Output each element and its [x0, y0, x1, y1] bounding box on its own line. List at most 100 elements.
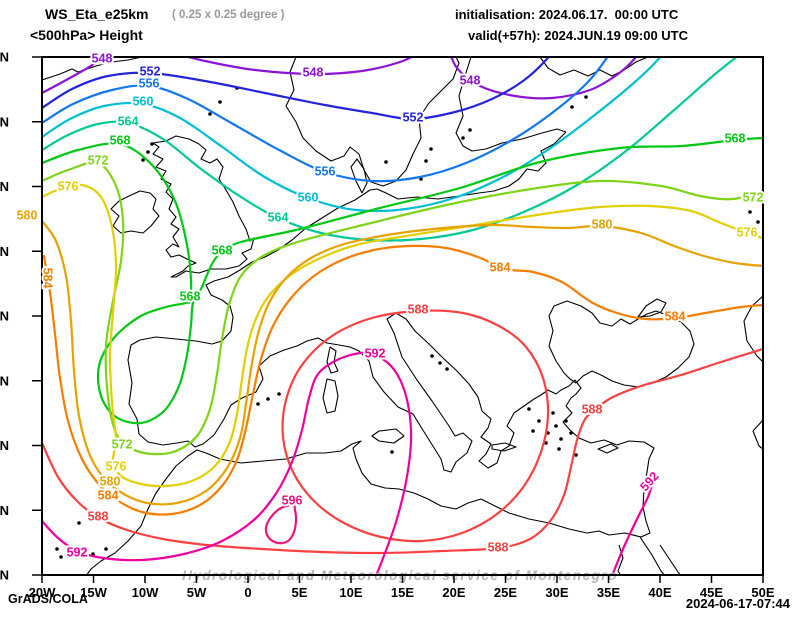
coastline-scandinavia: [285, 57, 460, 187]
contour-label-564: 564: [118, 114, 139, 128]
island-speck: [445, 367, 449, 371]
lon-tick-label: 15E: [391, 585, 414, 600]
lon-tick-label: 50E: [751, 585, 774, 600]
contour-line-548: [450, 57, 638, 100]
contour-label-552: 552: [140, 64, 161, 78]
island-speck: [218, 100, 222, 104]
island-speck: [569, 431, 573, 435]
contour-label-576: 576: [737, 225, 758, 239]
contour-line-592: [611, 479, 655, 575]
lat-tick-label: N: [0, 503, 9, 518]
island-speck: [150, 142, 154, 146]
contour-label-584: 584: [490, 260, 511, 274]
island-speck: [438, 361, 442, 365]
contour-label-556: 556: [315, 164, 336, 178]
contour-label-572: 572: [112, 437, 133, 451]
coastline-sicily: [371, 428, 405, 444]
contour-label-568: 568: [180, 289, 201, 303]
lon-tick-label: 10W: [132, 585, 159, 600]
contour-line-588: [281, 309, 550, 543]
island-speck: [748, 210, 752, 214]
contour-label-592: 592: [637, 469, 661, 494]
contours-group: [42, 57, 763, 575]
lon-tick-label: 5E: [292, 585, 308, 600]
coastline-jutland: [350, 158, 368, 194]
island-speck: [390, 450, 394, 454]
coastline-sardinia: [322, 378, 339, 414]
lat-tick-label: N: [0, 438, 9, 453]
lon-tick-label: 35E: [597, 585, 620, 600]
coastline-sea-of-azov: [637, 298, 667, 318]
contour-line-588: [42, 347, 763, 555]
island-speck: [104, 547, 108, 551]
coastline-great-britain: [152, 135, 255, 278]
contour-label-568: 568: [110, 133, 131, 147]
contour-label-588: 588: [88, 509, 109, 523]
lat-tick-label: N: [0, 179, 9, 194]
contour-label-548: 548: [92, 51, 113, 65]
contour-line-560: [42, 57, 662, 213]
island-speck: [277, 392, 281, 396]
contour-line-556: [42, 57, 609, 183]
lon-tick-label: 10E: [339, 585, 362, 600]
lon-tick-label: 25E: [494, 585, 517, 600]
initialisation-time: initialisation: 2024.06.17. 00:00 UTC: [455, 7, 679, 22]
creation-timestamp: 2024-06-17-07:44: [685, 596, 790, 611]
island-speck: [537, 419, 541, 423]
contour-label-580: 580: [100, 474, 121, 488]
contour-label-588: 588: [408, 302, 429, 316]
contour-label-576: 576: [58, 179, 79, 193]
contour-line-576: [42, 183, 763, 488]
island-speck: [570, 105, 574, 109]
lon-tick-label: 0: [244, 585, 251, 600]
lat-tick-label: N: [0, 373, 9, 388]
coastline-red-sea-east: [659, 544, 681, 575]
island-speck: [59, 555, 63, 559]
lat-tick-label: N: [0, 244, 9, 259]
contour-labels-group: 5485485485525525565565605605645645685685…: [15, 49, 766, 561]
island-speck: [424, 159, 428, 163]
contour-line-580: [42, 219, 763, 506]
page-subtitle: <500hPa> Height: [30, 27, 143, 43]
island-speck: [564, 419, 568, 423]
lat-tick-label: N: [0, 114, 9, 129]
page-title: WS_Eta_e25km: [45, 6, 149, 22]
contour-line-548: [42, 57, 103, 95]
coastline-corsica: [326, 346, 339, 374]
contour-label-568: 568: [212, 243, 233, 257]
island-speck: [256, 402, 260, 406]
lon-tick-label: 40E: [648, 585, 671, 600]
contour-line-568: [42, 136, 763, 425]
contour-label-592: 592: [67, 545, 88, 559]
contour-label-580: 580: [17, 208, 38, 222]
contour-label-592: 592: [365, 346, 386, 360]
lon-tick-label: 5W: [187, 585, 207, 600]
lon-tick-label: 45E: [700, 585, 723, 600]
contour-line-584: [42, 244, 763, 516]
contour-label-588: 588: [488, 540, 509, 554]
map-frame: 20W 15W 10W 5W 0 5E 10E 15E 20E 25E 30E 35E 40E 45E 50…: [0, 50, 775, 601]
island-speck: [557, 447, 561, 451]
contour-label-552: 552: [403, 110, 424, 124]
coastline-red-sea-west: [639, 536, 665, 575]
lon-tick-label: 30E: [545, 585, 568, 600]
island-speck: [208, 112, 212, 116]
lon-tick-label: 15W: [80, 585, 107, 600]
coastline-france-iberia-med: [127, 261, 576, 473]
contour-label-580: 580: [592, 217, 613, 231]
contour-label-576: 576: [106, 459, 127, 473]
coastline-crete: [491, 442, 517, 452]
island-speck: [66, 551, 70, 555]
contour-label-584: 584: [665, 309, 686, 323]
lon-tick-label: 20E: [442, 585, 465, 600]
island-speck: [527, 407, 531, 411]
contour-label-584: 584: [98, 488, 119, 502]
lat-tick-label: N: [0, 50, 9, 65]
contour-label-584: 584: [41, 268, 55, 289]
island-speck: [141, 158, 145, 162]
coastline-black-sea: [548, 300, 695, 388]
lat-tick-label: N: [0, 568, 9, 583]
island-speck: [756, 220, 760, 224]
island-speck: [584, 95, 588, 99]
